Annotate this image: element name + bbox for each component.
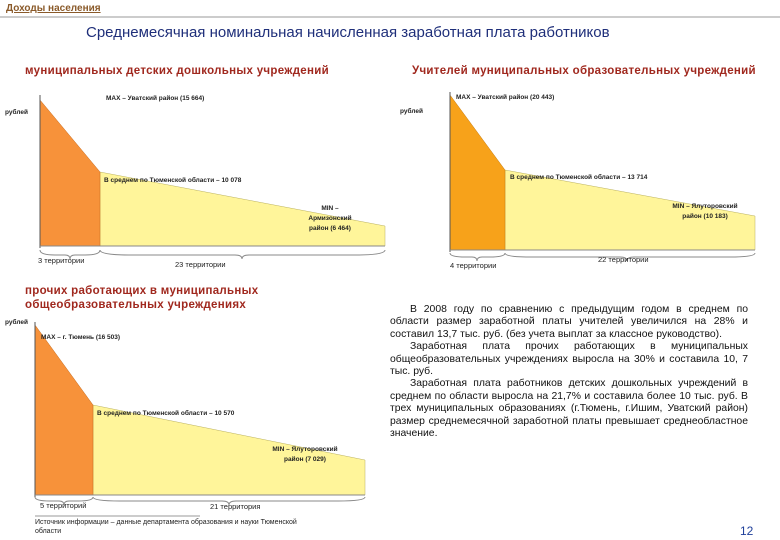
orange-area (449, 94, 506, 251)
chart-title: Учителей муниципальных образовательных у… (412, 65, 756, 77)
axis-label: рублей (5, 108, 28, 116)
count-label: 23 территории (175, 260, 226, 269)
section-title: Доходы населения (6, 3, 101, 14)
average-label: В среднем по Тюменской области – 13 714 (510, 173, 648, 181)
count-label: 3 территории (38, 256, 84, 265)
count-label: 21 территория (210, 502, 260, 511)
paragraph: Заработная плата работников детских дошк… (390, 378, 748, 440)
orange-area (39, 99, 101, 247)
orange-area (34, 324, 94, 496)
slide-title: Среднемесячная номинальная начисленная з… (86, 24, 610, 41)
min-label: MIN – Ялуторовский (272, 445, 337, 453)
source: Источник информации – данные департамент… (35, 519, 297, 535)
max-label: МАХ – Уватский район (20 443) (456, 93, 554, 101)
min-label: MIN – (321, 205, 339, 212)
brace (99, 249, 386, 260)
min-label: район (6 464) (309, 224, 351, 232)
count-label: 4 территории (450, 261, 496, 270)
max-label: MAX – Уватский район (15 664) (106, 94, 204, 102)
min-label: район (7 029) (284, 455, 326, 463)
brace (449, 252, 506, 262)
min-label: Армизонский (308, 214, 351, 222)
chart-title: муниципальных детских дошкольных учрежде… (25, 65, 329, 77)
brace (34, 496, 94, 506)
yellow-area (504, 169, 756, 251)
paragraph: В 2008 году по сравнению с предыдущим го… (390, 304, 748, 340)
axis-label: рублей (5, 318, 28, 326)
brace (92, 496, 366, 506)
page-number: 12 (740, 524, 754, 538)
average-label: В среднем по Тюменской области – 10 570 (97, 409, 235, 417)
count-label: 5 территорий (40, 501, 86, 510)
min-label: MIN – Ялуторовский (672, 202, 737, 210)
brace (39, 249, 101, 260)
paragraph: Заработная плата прочих работающих в мун… (390, 341, 748, 378)
axis-label: рублей (400, 107, 423, 115)
min-label: район (10 183) (682, 212, 728, 220)
text-block: В 2008 году по сравнению с предыдущим го… (390, 304, 748, 440)
count-label: 22 территории (598, 255, 649, 264)
average-label: В среднем по Тюменской области – 10 078 (104, 176, 242, 184)
max-label: MAX – г. Тюмень (16 503) (41, 334, 120, 341)
chart-title: прочих работающих в муниципальных общеоб… (25, 285, 259, 311)
brace (504, 252, 756, 262)
